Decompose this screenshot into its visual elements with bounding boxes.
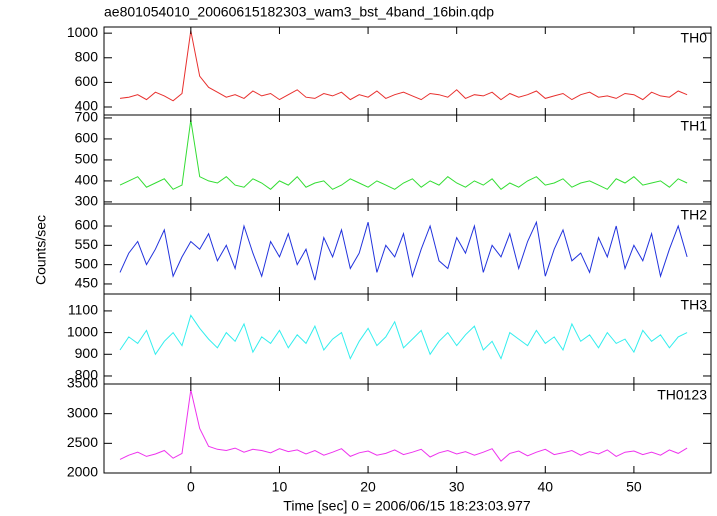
y-tick-label: 300 xyxy=(75,193,99,209)
panel-frame xyxy=(103,203,712,295)
x-axis-label: Time [sec] 0 = 2006/06/15 18:23:03.977 xyxy=(283,498,531,514)
y-tick-label: 400 xyxy=(75,98,99,114)
x-tick-label: 0 xyxy=(187,479,195,495)
light-curve xyxy=(119,119,688,190)
y-tick-label: 550 xyxy=(75,236,99,252)
panel-label: TH1 xyxy=(681,118,708,134)
y-tick-label: 400 xyxy=(75,172,99,188)
light-curve xyxy=(119,30,688,102)
x-tick-label: 40 xyxy=(538,479,554,495)
y-tick-label: 800 xyxy=(75,48,99,64)
y-tick-label: 3000 xyxy=(67,404,98,420)
panel-label: TH3 xyxy=(681,297,708,313)
x-tick-label: 20 xyxy=(360,479,376,495)
y-axis-label: Counts/sec xyxy=(33,215,49,285)
y-tick-label: 1100 xyxy=(68,302,98,318)
y-tick-label: 900 xyxy=(75,345,99,361)
y-tick-label: 600 xyxy=(75,73,99,89)
light-curve xyxy=(119,389,688,462)
y-tick-label: 2500 xyxy=(67,434,98,450)
y-tick-label: 1000 xyxy=(67,323,98,339)
light-curve xyxy=(119,220,688,281)
y-tick-label: 600 xyxy=(75,217,99,233)
y-tick-label: 450 xyxy=(75,275,99,291)
x-tick-label: 30 xyxy=(449,479,465,495)
y-tick-label: 700 xyxy=(75,109,99,125)
chart-title: ae801054010_20060615182303_wam3_bst_4ban… xyxy=(104,4,494,20)
panel-frame xyxy=(103,383,712,474)
light-curve xyxy=(119,314,688,360)
panel-frame xyxy=(103,293,712,385)
y-tick-label: 3500 xyxy=(67,375,98,391)
panel-label: TH2 xyxy=(681,207,708,223)
y-tick-label: 500 xyxy=(75,255,99,271)
x-tick-label: 10 xyxy=(272,479,288,495)
panel-frame xyxy=(103,114,712,205)
y-tick-label: 1000 xyxy=(67,24,98,40)
y-tick-label: 2000 xyxy=(67,464,98,480)
y-tick-label: 600 xyxy=(75,130,99,146)
panel-label: TH0 xyxy=(681,30,708,46)
y-tick-label: 500 xyxy=(75,151,99,167)
y-tick-label: 800 xyxy=(75,367,99,383)
panel-frame xyxy=(103,26,712,116)
panel-label: TH0123 xyxy=(657,387,707,403)
x-tick-label: 50 xyxy=(626,479,642,495)
